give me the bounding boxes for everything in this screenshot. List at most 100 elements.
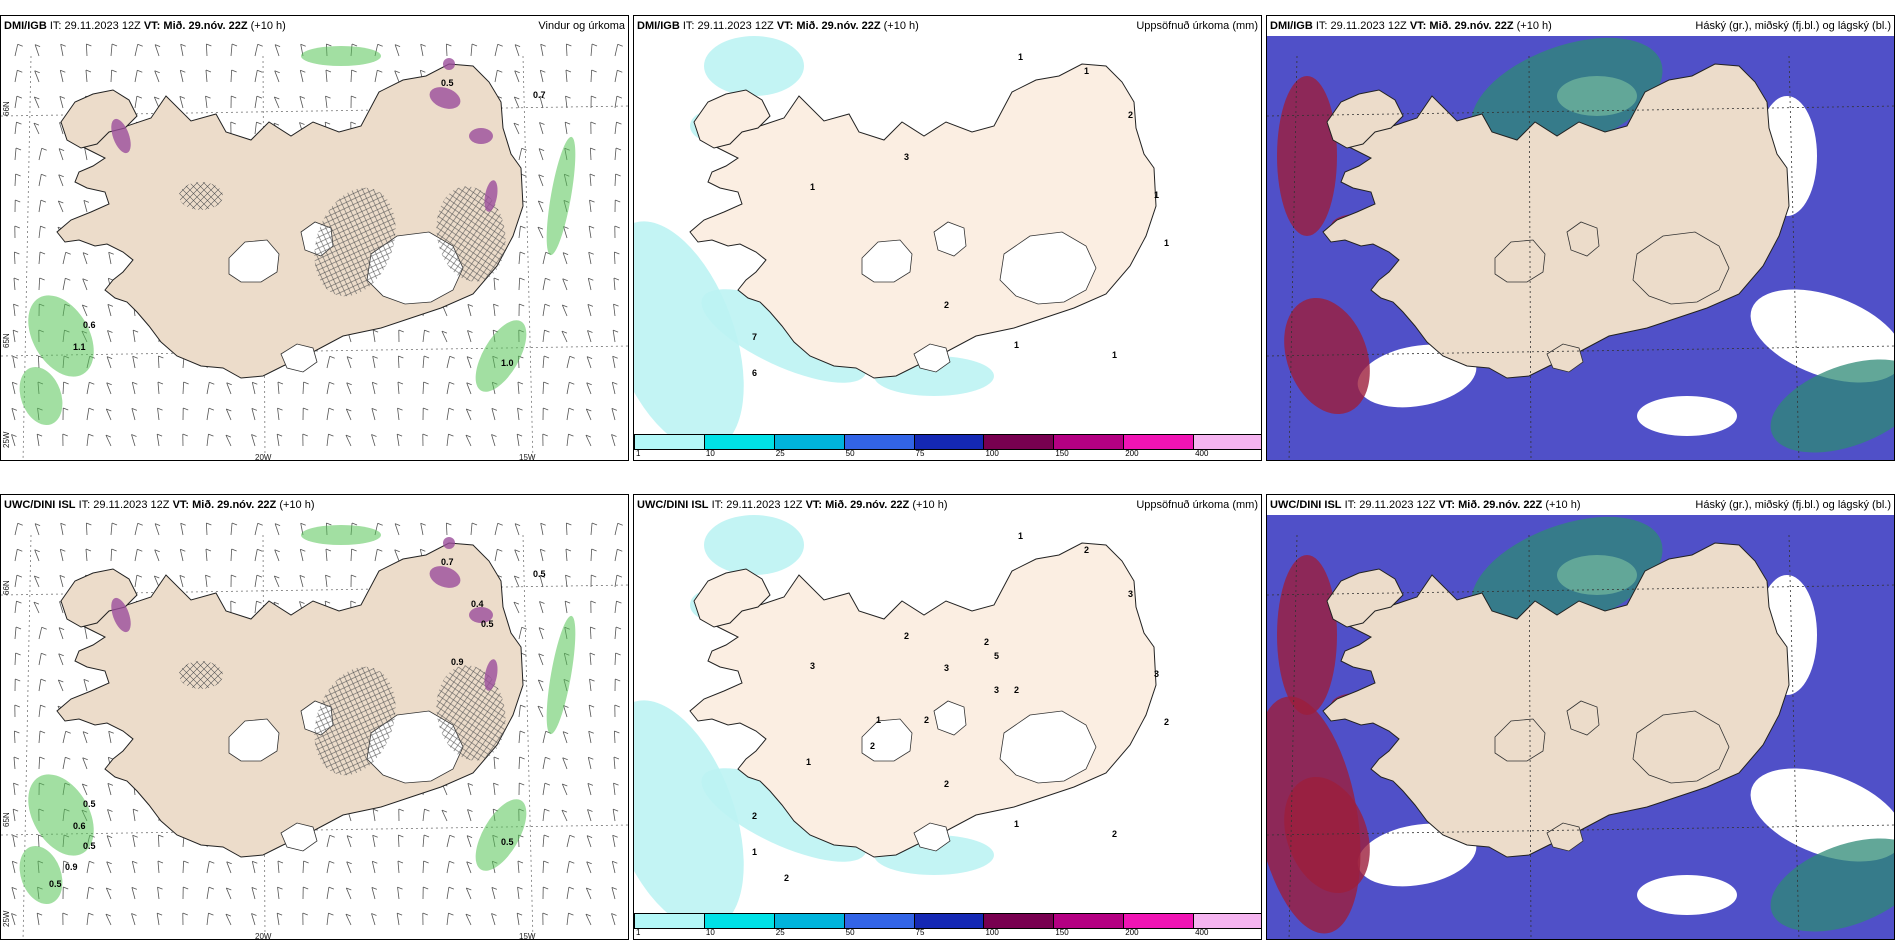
wind-barb [134,70,138,83]
wind-barb-flag [205,69,212,73]
value-label: 1.0 [501,358,514,368]
wind-barb-flag [539,575,546,578]
wind-barb [542,835,545,848]
heavy-precip-area [111,597,131,633]
wind-barb [12,835,16,848]
wind-barb-flag [137,548,143,552]
wind-barb [38,705,41,718]
wind-barb-flag [256,95,263,99]
wind-barb [542,304,546,317]
wind-barb-flag [516,912,523,916]
wind-barb [14,44,19,57]
wind-barb-flag [252,381,258,385]
wind-barb [81,304,88,317]
wind-barb-flag [394,523,401,527]
wind-barb [372,809,376,822]
wind-barb-flag [136,95,143,99]
wind-barb [153,575,160,588]
model-source: UWC/DINI ISL [4,499,76,511]
it-label: IT: [1344,499,1357,511]
wind-barb [36,913,40,926]
wind-barb-flag [423,834,430,838]
wind-barb [157,408,160,421]
wind-barb [537,200,544,213]
wind-barb-flag [300,522,306,526]
legend-tick: 50 [845,928,855,937]
wind-barb [614,575,618,588]
wind-barb-flag [11,887,18,890]
wind-barb-flag [424,808,430,812]
wind-barb-flag [17,548,23,552]
precip-green-area [546,136,576,256]
wind-barb [134,549,138,562]
wind-barb [37,355,40,369]
panel-title: Háský (gr.), miðský (fj.bl.) og lágský (… [1695,20,1891,32]
wind-barb [422,381,425,395]
wind-barb [105,434,112,447]
wind-barb [276,913,280,926]
wind-barb-flag [491,887,498,890]
wind-barb-flag [441,330,448,334]
wind-barb [86,861,90,874]
wind-barb [422,809,425,822]
wind-barb [277,408,280,421]
wind-barb [590,44,593,57]
legend-swatch [634,913,705,929]
wind-barb-flag [519,756,525,760]
wind-barb [346,861,352,874]
wind-barb [179,70,184,83]
wind-barb-flag [13,303,19,307]
wind-barb [81,783,88,796]
wind-barb [62,757,66,770]
wind-barb [254,44,259,57]
wind-barb-flag [612,329,619,333]
value-label: 0.5 [83,841,96,851]
wind-barb [251,861,256,874]
lon-20-label: 20W [255,453,272,461]
wind-barb-flag [34,44,41,48]
wind-barb [513,601,520,614]
wind-barb-flag [63,860,69,864]
wind-barb [107,330,112,343]
wind-barb-flag [40,704,46,708]
wind-barb [445,522,448,536]
wind-barb [422,860,425,874]
wind-barb-flag [15,626,22,630]
wind-barb-flag [108,730,114,734]
wind-barb [131,861,136,874]
wind-barb-flag [589,173,596,177]
wind-barb [614,627,617,640]
wind-barb-flag [136,574,143,578]
wind-barb-flag [424,329,430,333]
wind-barb [542,860,545,874]
wind-barb-flag [65,756,71,760]
wind-barb [561,783,568,796]
wind-barb-flag [398,834,404,838]
wind-barb [564,122,568,135]
wind-barb-flag [372,860,378,864]
wind-barb [59,96,64,109]
wind-barb-flag [154,70,160,74]
wind-barb-flag [300,548,306,552]
wind-barb-flag [33,122,40,126]
wind-barb [179,549,184,562]
wind-barb-flag [422,912,428,916]
wind-barb-flag [587,809,593,812]
wind-barb-flag [517,886,523,890]
low-cloud-area [1284,297,1370,415]
wind-barb-flag [588,251,594,255]
wind-barb [587,330,592,343]
wind-barb [59,549,64,562]
wind-barb [562,252,568,265]
wind-barb-flag [256,600,262,604]
wind-barb-flag [36,433,43,437]
wind-barb-flag [59,96,66,99]
wind-barb [611,861,616,874]
wind-barb-flag [493,782,499,786]
wind-barb [446,835,451,848]
wind-barb-flag [538,200,544,204]
wind-barb-flag [41,652,47,656]
wind-barb [371,408,376,421]
wind-barb [105,913,112,926]
value-label: 0.5 [441,78,454,88]
